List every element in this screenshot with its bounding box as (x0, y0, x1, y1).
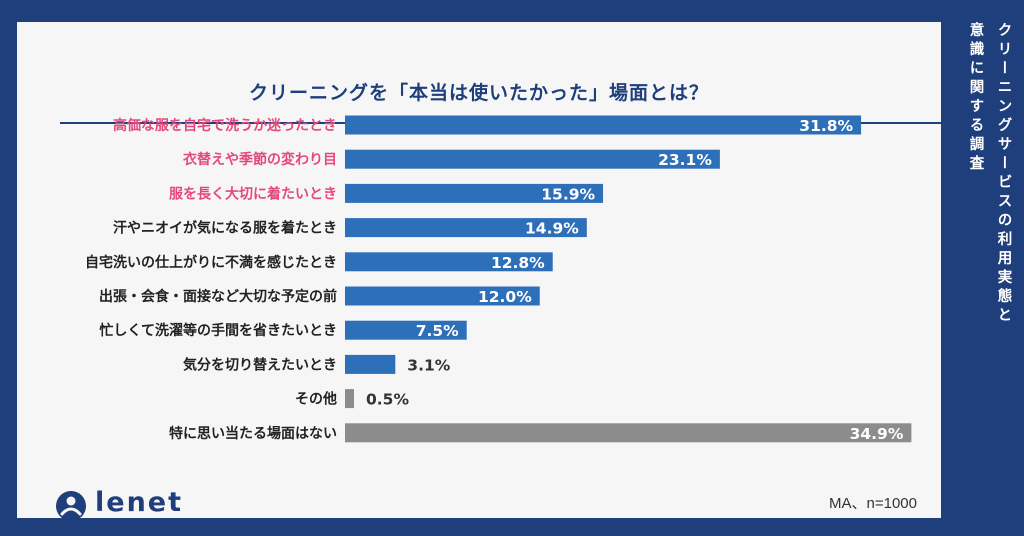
value-label: 12.0% (478, 288, 532, 306)
chart-title: クリーニングを「本当は使いたかった」場面とは？ (248, 82, 709, 104)
value-label: 7.5% (416, 322, 459, 340)
category-label: 自宅洗いの仕上がりに不満を感じたとき (85, 254, 337, 271)
bar (345, 389, 354, 409)
value-label: 34.9% (850, 425, 904, 443)
value-label: 12.8% (491, 254, 545, 272)
category-label: 服を長く大切に着たいとき (169, 185, 337, 202)
bar (345, 354, 396, 374)
bar-chart: 高価な服を自宅で洗うか迷ったとき 31.8% 衣替えや季節の変わり目 23.1% 服を長… (85, 115, 912, 443)
bar (345, 218, 587, 238)
category-label: 気分を切り替えたいとき (183, 356, 337, 373)
bar (345, 149, 720, 169)
lenet-logo: lenet (55, 487, 195, 524)
bar (345, 286, 540, 306)
bar (345, 115, 862, 135)
sample-note: MA、n=1000 (829, 495, 917, 512)
category-label: 汗やニオイが気になる服を着たとき (113, 220, 337, 237)
bar (345, 252, 553, 272)
value-label: 15.9% (541, 185, 595, 203)
bar (345, 423, 912, 443)
value-label: 3.1% (407, 356, 450, 374)
value-label: 0.5% (366, 391, 409, 409)
category-label: その他 (295, 391, 337, 408)
bar (345, 183, 604, 203)
logo-text: lenet (95, 487, 184, 518)
value-label: 31.8% (799, 117, 853, 135)
logo-mark-icon (56, 491, 86, 521)
category-label: 忙しくて洗濯等の手間を省きたいとき (99, 322, 337, 339)
value-label: 14.9% (525, 220, 579, 238)
side-title-sub: 意識に関する調査 (967, 22, 984, 174)
bar (345, 320, 467, 340)
chart-card: クリーニングを「本当は使いたかった」場面とは？ 高価な服を自宅で洗うか迷ったとき… (17, 22, 956, 521)
category-label: 衣替えや季節の変わり目 (183, 151, 337, 168)
category-label: 特に思い当たる場面はない (169, 425, 337, 442)
value-label: 23.1% (658, 151, 712, 169)
side-title: クリーニングサービスの利用実態と (995, 22, 1012, 326)
category-label: 高価な服を自宅で洗うか迷ったとき (113, 117, 337, 134)
category-label: 出張・会食・面接など大切な予定の前 (99, 288, 337, 305)
